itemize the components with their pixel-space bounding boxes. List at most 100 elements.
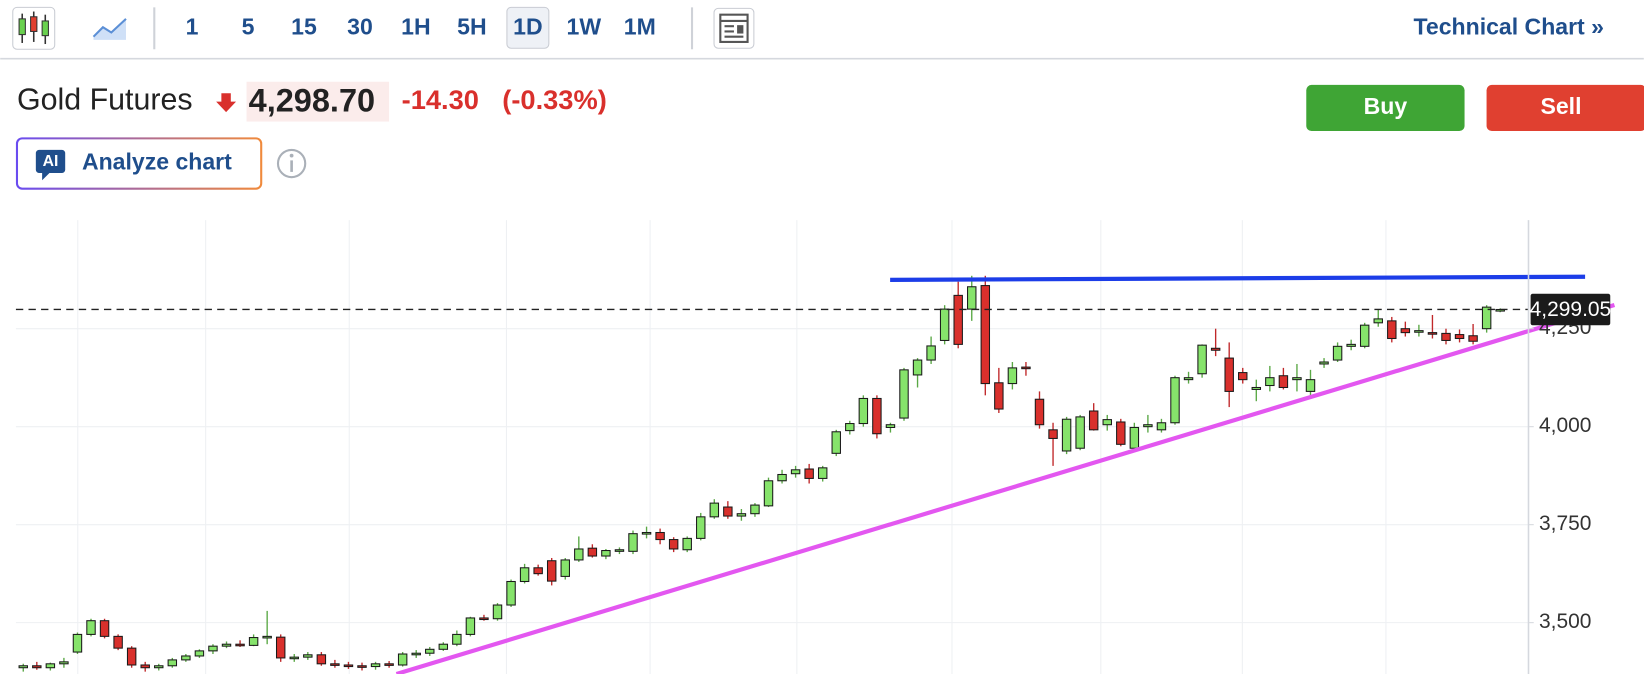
buy-button[interactable]: Buy	[1306, 84, 1465, 132]
interval-button[interactable]: 1D	[513, 13, 542, 39]
y-tick-label: 4,000	[1539, 414, 1591, 437]
candle-body	[777, 473, 787, 482]
candle-body	[506, 580, 516, 606]
candle-body	[438, 643, 449, 650]
candle-body	[1102, 419, 1112, 426]
candle-body	[736, 513, 747, 517]
info-icon[interactable]	[276, 148, 307, 179]
candle-body	[1305, 379, 1316, 392]
candle-body	[1292, 377, 1302, 381]
last-price: 4,298.70	[249, 82, 375, 118]
candle-body	[1156, 422, 1167, 431]
candle-body	[939, 308, 950, 341]
down-arrow	[216, 93, 237, 113]
candle-body	[519, 567, 530, 583]
candle-body	[1278, 375, 1289, 389]
candle-body	[614, 549, 625, 552]
candle-body	[343, 664, 354, 668]
candle-body	[275, 636, 286, 659]
candle-body	[1468, 335, 1478, 342]
interval-button[interactable]: 30	[347, 13, 373, 39]
interval-button[interactable]: 5H	[457, 13, 486, 39]
candle-body	[1346, 343, 1356, 347]
candle-body	[154, 665, 164, 669]
analyze-chart-label[interactable]: Analyze chart	[82, 149, 232, 175]
last-price-tag-label: 4,299.05	[1530, 298, 1612, 321]
ai-badge: AI	[43, 153, 59, 170]
candle-body	[696, 516, 706, 539]
candle-body	[1387, 320, 1397, 340]
vertical-grid	[77, 220, 1387, 674]
candle-body	[126, 647, 137, 666]
interval-button[interactable]: 1W	[567, 13, 602, 39]
interval-button[interactable]: 1H	[401, 13, 430, 39]
candle-body	[790, 469, 801, 475]
candle-body	[18, 665, 28, 669]
candle-body	[181, 655, 191, 661]
area-icon[interactable]	[92, 18, 127, 40]
interval-button[interactable]: 15	[291, 13, 317, 39]
candle-body	[1332, 345, 1343, 361]
candle-body	[1238, 372, 1248, 381]
candle-body	[533, 567, 543, 575]
interval-button[interactable]: 1M	[624, 13, 656, 39]
candle-body	[1021, 366, 1031, 370]
y-tick-label: 3,750	[1539, 512, 1591, 535]
candle-body	[750, 504, 760, 515]
sell-label[interactable]: Sell	[1540, 93, 1581, 119]
candle-body	[1088, 410, 1099, 431]
candle-body	[587, 547, 598, 557]
candle-body	[1224, 357, 1234, 392]
layout-icon[interactable]	[713, 7, 755, 49]
buy-label[interactable]: Buy	[1364, 93, 1408, 119]
candle-body	[1210, 347, 1221, 351]
price-change: -14.30	[402, 84, 479, 115]
candle-body	[45, 663, 56, 669]
candle-body	[357, 665, 367, 668]
analyze-chart-button[interactable]: AI Analyze chart	[15, 137, 263, 190]
instrument-name: Gold Futures	[17, 83, 193, 117]
candle-body	[1441, 332, 1451, 341]
candle-body	[804, 468, 814, 479]
candle-body	[289, 656, 299, 660]
candle-body	[1075, 416, 1085, 449]
interval-button[interactable]: 5	[242, 13, 255, 39]
candle-body	[1116, 421, 1126, 445]
candle-body	[248, 637, 259, 646]
candle-body	[452, 633, 462, 645]
candle-body	[1061, 418, 1072, 452]
candle-body	[682, 537, 692, 551]
candle-body	[235, 643, 245, 647]
sell-button[interactable]: Sell	[1486, 84, 1644, 132]
price-highlight	[246, 81, 390, 122]
candle-body	[1143, 424, 1153, 428]
candle-body	[980, 285, 991, 385]
candle-body	[1359, 324, 1370, 347]
candle-body	[384, 663, 394, 666]
candle-body	[411, 652, 421, 656]
candle-body	[560, 559, 570, 577]
candle-body	[1034, 398, 1045, 426]
technical-chart-link[interactable]: Technical Chart »	[1414, 13, 1604, 39]
price-change-percent: (-0.33%)	[502, 84, 606, 115]
candle-body	[546, 560, 557, 582]
candle-body	[1265, 377, 1275, 387]
candle-body	[1427, 332, 1438, 335]
candle-body	[113, 635, 123, 649]
candle-body	[709, 502, 720, 518]
candle-body	[221, 643, 232, 647]
candle-body	[303, 654, 313, 658]
candle-body	[32, 665, 42, 669]
candle-body	[1373, 318, 1383, 324]
candle-icon[interactable]	[12, 6, 56, 50]
horizontal-grid	[15, 328, 1529, 624]
candle-body	[885, 424, 896, 428]
y-tick-label: 3,500	[1539, 610, 1591, 633]
candle-body	[641, 531, 652, 535]
candle-body	[1048, 429, 1058, 439]
candle-body	[492, 604, 503, 620]
candle-body	[86, 620, 96, 635]
interval-button[interactable]: 1	[186, 13, 199, 39]
candle-body	[1197, 344, 1207, 375]
